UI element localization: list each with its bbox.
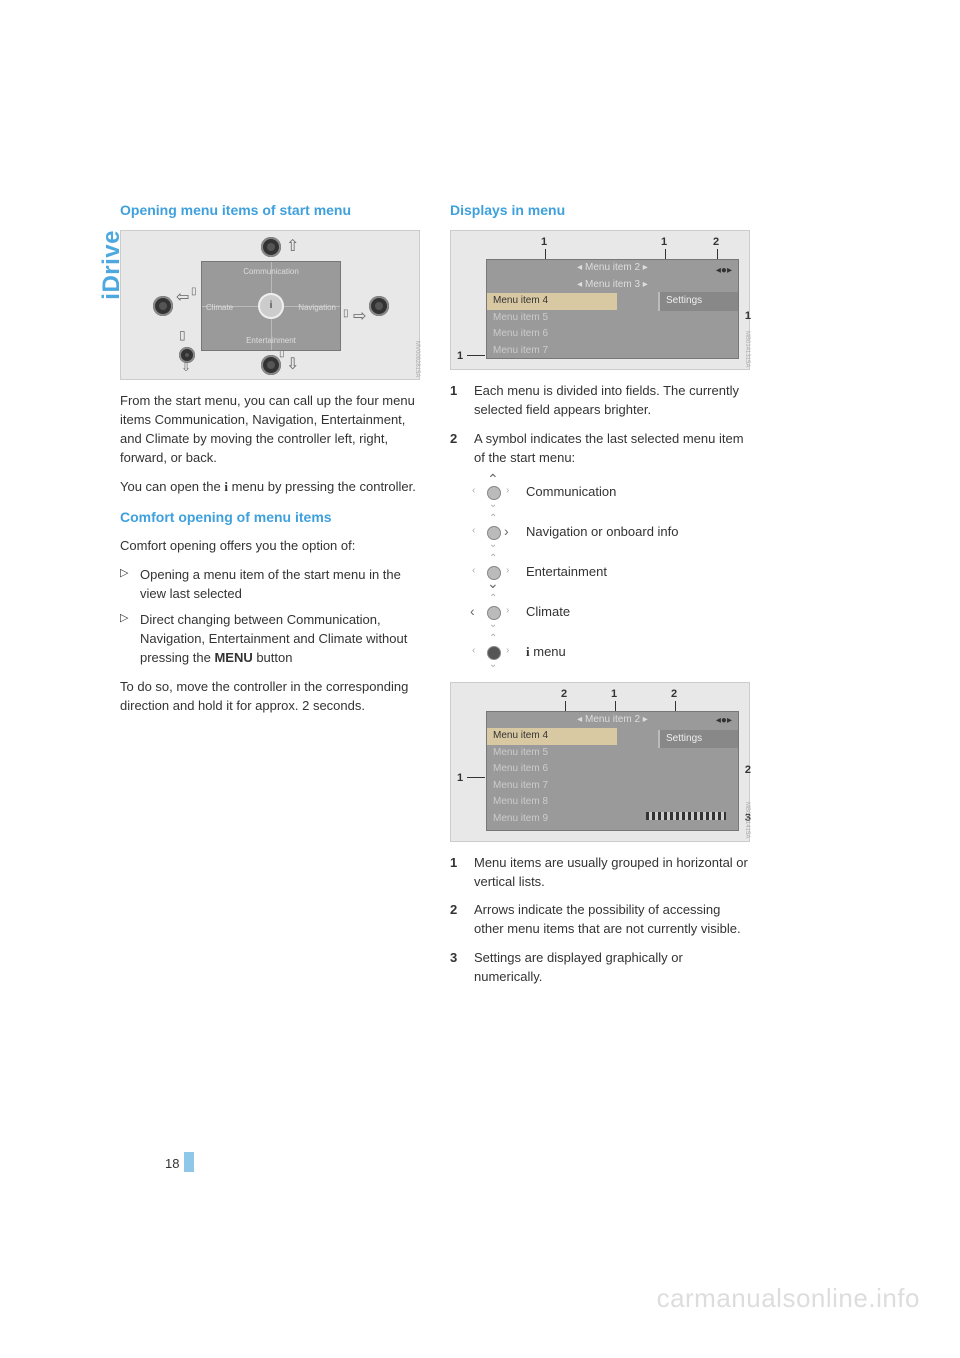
page-content: Opening menu items of start menu ⇧ ⇦ ▯ ⇨… xyxy=(120,200,840,997)
fig2-row-selected: Menu item 4 xyxy=(487,293,617,310)
fig3-row-7: Menu item 7 xyxy=(487,778,738,795)
symbol-table: ⌃‹›⌄ Communication ⌃‹›⌄ Navigation or on… xyxy=(450,478,750,668)
fig2-row-top-2: ◂ Menu item 3 ▸ xyxy=(487,277,738,294)
page-tab-marker xyxy=(184,1152,194,1172)
figure-start-menu: ⇧ ⇦ ▯ ⇨ ▯ ⇩ ▯ ▯ ⇩ Communication Entertai… xyxy=(120,230,420,380)
comfort-bullet-list: Opening a menu item of the start menu in… xyxy=(120,566,420,668)
figure-displays-2: 2 1 2 1 2 3 ◂ Menu item 2 ▸ Menu item 4 … xyxy=(450,682,750,842)
para-comfort-hold: To do so, move the controller in the cor… xyxy=(120,678,420,716)
symbol-row-navigation: ⌃‹›⌄ Navigation or onboard info xyxy=(474,518,750,548)
fig3-row-8: Menu item 8 xyxy=(487,794,738,811)
right-column: Displays in menu 1 1 2 1 1 ◂ Menu item 2… xyxy=(450,200,750,997)
displays-list-1: 1Each menu is divided into fields. The c… xyxy=(450,382,750,467)
fig2-settings-tab: Settings xyxy=(658,292,738,311)
fig2-code: MB0141315A xyxy=(742,331,751,367)
page-number: 18 xyxy=(165,1155,179,1174)
para-i-menu: You can open the i menu by pressing the … xyxy=(120,478,420,497)
fig3-code: MB0141415A xyxy=(742,802,751,838)
fig3-row-selected: Menu item 4 xyxy=(487,728,617,745)
menu-word: MENU xyxy=(214,650,252,665)
para-comfort-intro: Comfort opening offers you the option of… xyxy=(120,537,420,556)
para-start-menu: From the start menu, you can call up the… xyxy=(120,392,420,467)
fig2-row-top-1: ◂ Menu item 2 ▸ xyxy=(487,260,738,277)
heading-displays-in-menu: Displays in menu xyxy=(450,200,750,220)
watermark: carmanualsonline.info xyxy=(657,1280,920,1318)
displays-list-2: 1Menu items are usually grouped in horiz… xyxy=(450,854,750,987)
fig1-label-top: Communication xyxy=(202,266,340,278)
fig3-row-top: ◂ Menu item 2 ▸ xyxy=(487,712,738,729)
symbol-row-i-menu: ⌃‹›⌄ i menu xyxy=(474,638,750,668)
list2-item-1: 1Menu items are usually grouped in horiz… xyxy=(450,854,750,892)
left-column: Opening menu items of start menu ⇧ ⇦ ▯ ⇨… xyxy=(120,200,420,997)
list2-item-2: 2Arrows indicate the possibility of acce… xyxy=(450,901,750,939)
fig2-row-6: Menu item 6 xyxy=(487,326,738,343)
fig3-row-6: Menu item 6 xyxy=(487,761,738,778)
list1-item-2: 2A symbol indicates the last selected me… xyxy=(450,430,750,468)
fig1-label-left: Climate xyxy=(206,302,233,314)
heading-opening-menu: Opening menu items of start menu xyxy=(120,200,420,220)
symbol-row-entertainment: ⌃‹›⌄ Entertainment xyxy=(474,558,750,588)
fig1-center-i: i xyxy=(258,293,284,319)
fig2-row-5: Menu item 5 xyxy=(487,310,738,327)
fig2-row-7: Menu item 7 xyxy=(487,343,738,360)
fig3-settings-tab: Settings xyxy=(658,730,738,749)
bullet-1: Opening a menu item of the start menu in… xyxy=(120,566,420,604)
symbol-row-climate: ⌃‹›⌄ Climate xyxy=(474,598,750,628)
list1-item-1: 1Each menu is divided into fields. The c… xyxy=(450,382,750,420)
fig1-label-bottom: Entertainment xyxy=(202,335,340,347)
fig1-code: MV0092815A xyxy=(412,341,421,377)
list2-item-3: 3Settings are displayed graphically or n… xyxy=(450,949,750,987)
figure-displays-1: 1 1 2 1 1 ◂ Menu item 2 ▸ ◂ Menu item 3 … xyxy=(450,230,750,370)
heading-comfort-opening: Comfort opening of menu items xyxy=(120,507,420,527)
fig1-label-right: Navigation xyxy=(298,302,336,314)
bullet-2: Direct changing between Communication, N… xyxy=(120,611,420,668)
symbol-row-communication: ⌃‹›⌄ Communication xyxy=(474,478,750,508)
